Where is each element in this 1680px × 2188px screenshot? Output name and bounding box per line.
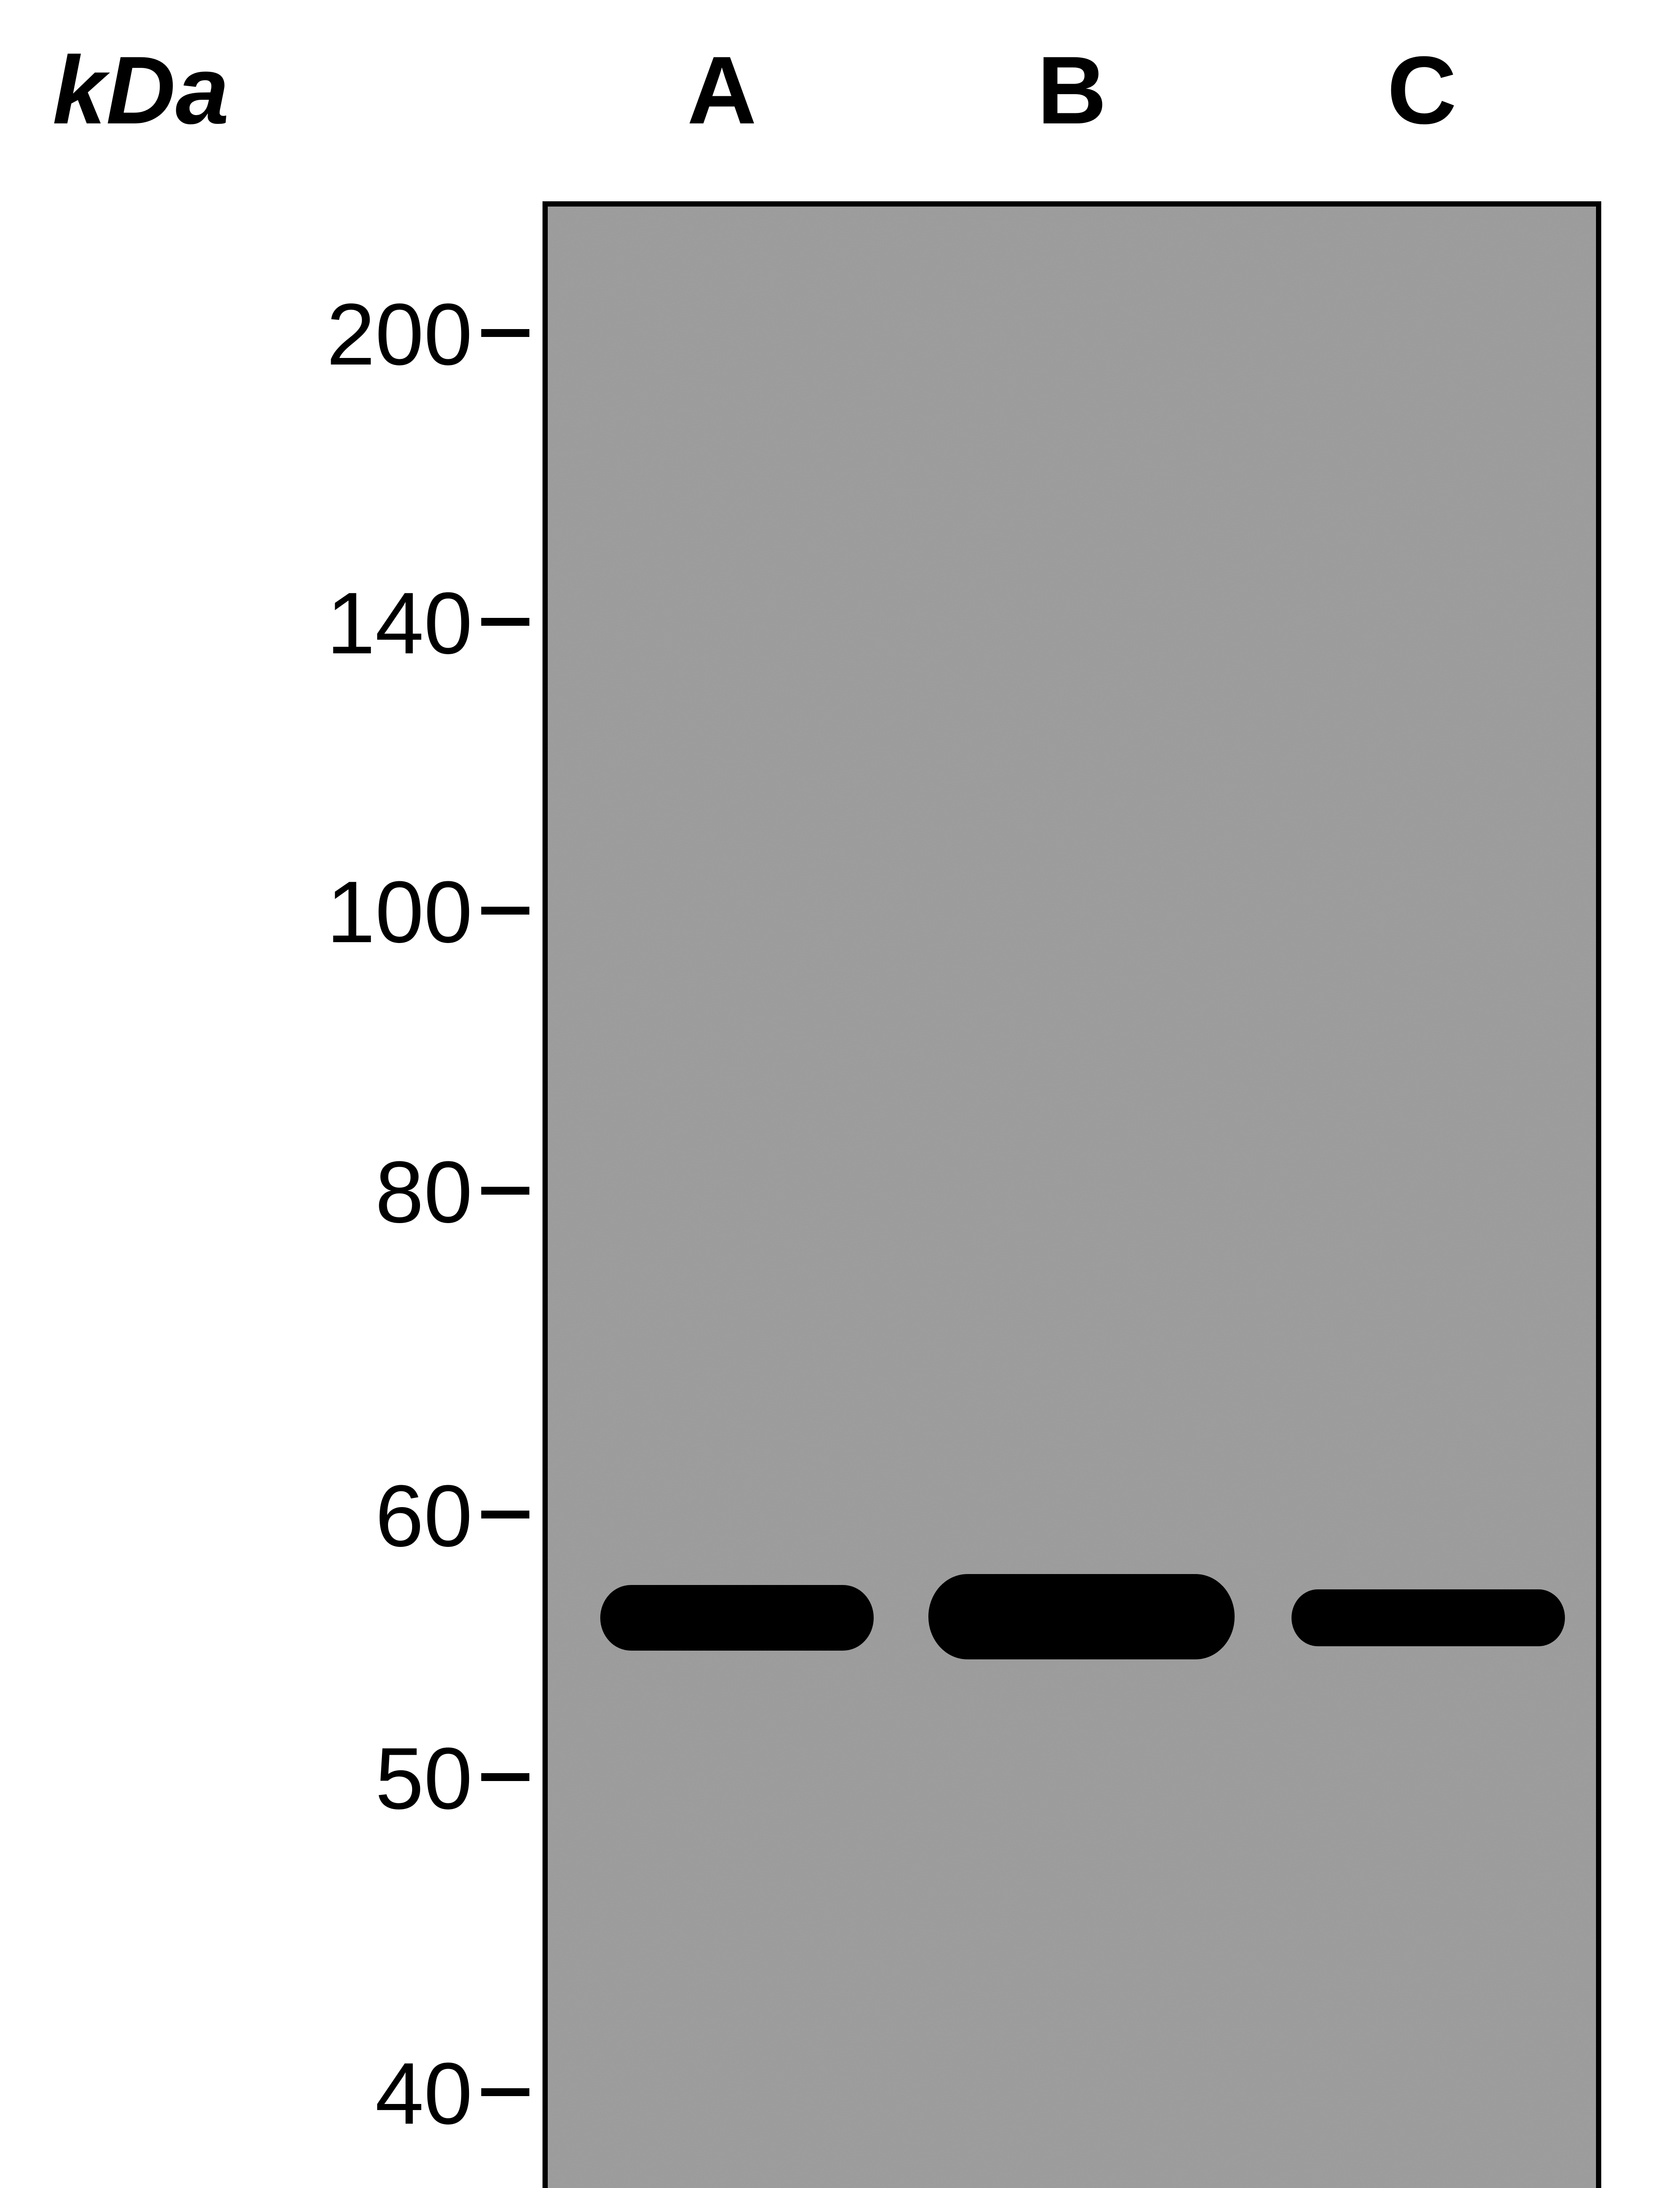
tick-mark-80 — [481, 1187, 529, 1195]
tick-mark-100 — [481, 907, 529, 915]
tick-label-80: 80 — [166, 1142, 472, 1243]
blot-membrane — [542, 201, 1601, 2188]
band-lane-b — [928, 1574, 1235, 1659]
tick-label-200: 200 — [166, 284, 472, 385]
tick-label-140: 140 — [166, 573, 472, 674]
figure-container: kDa A B C 200 140 100 80 60 50 40 30 20 — [0, 0, 1680, 2188]
tick-mark-60 — [481, 1511, 529, 1518]
band-lane-a — [600, 1585, 874, 1651]
tick-mark-40 — [481, 2088, 529, 2096]
lane-label-c: C — [1387, 35, 1457, 146]
lane-label-b-text: B — [1037, 36, 1107, 144]
tick-mark-200 — [481, 329, 529, 337]
lane-label-c-text: C — [1387, 36, 1457, 144]
blot-background — [548, 207, 1596, 2188]
tick-mark-50 — [481, 1773, 529, 1781]
tick-label-50: 50 — [166, 1729, 472, 1829]
lane-label-a-text: A — [687, 36, 757, 144]
tick-mark-140 — [481, 618, 529, 626]
kda-axis-label: kDa — [52, 35, 229, 146]
lane-label-b: B — [1037, 35, 1107, 146]
band-lane-c — [1292, 1589, 1565, 1646]
kda-axis-label-text: kDa — [52, 36, 229, 144]
lane-label-a: A — [687, 35, 757, 146]
tick-label-60: 60 — [166, 1466, 472, 1567]
tick-label-100: 100 — [166, 862, 472, 963]
tick-label-40: 40 — [166, 2044, 472, 2144]
